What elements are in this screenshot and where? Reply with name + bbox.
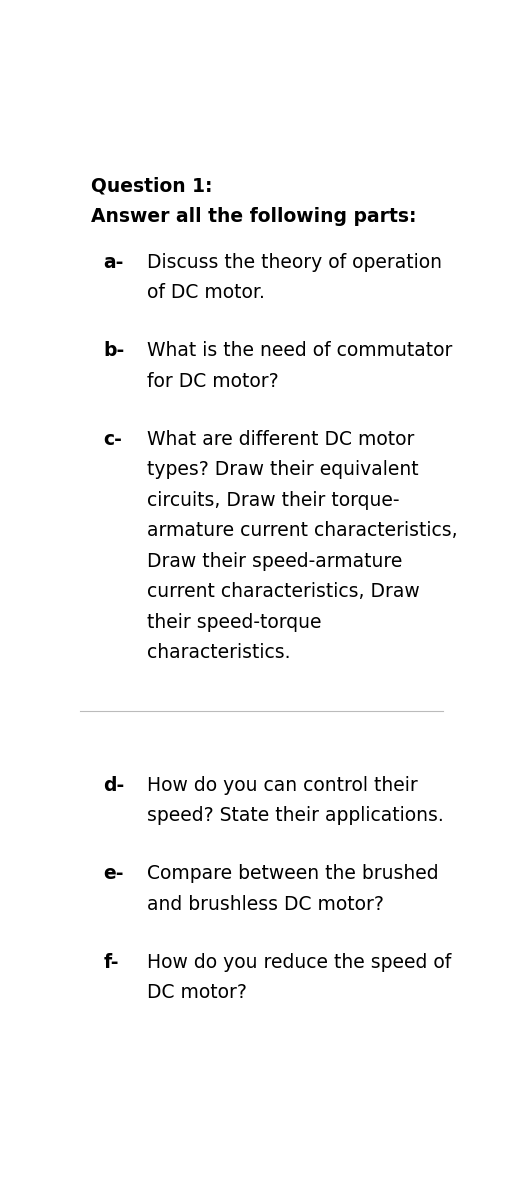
Text: types? Draw their equivalent: types? Draw their equivalent [147,461,417,480]
Text: e-: e- [103,864,124,883]
Text: a-: a- [103,252,123,271]
Text: What are different DC motor: What are different DC motor [147,430,413,449]
Text: for DC motor?: for DC motor? [147,372,278,391]
Text: What is the need of commutator: What is the need of commutator [147,341,451,360]
Text: DC motor?: DC motor? [147,984,246,1002]
Text: b-: b- [103,341,124,360]
Text: f-: f- [103,953,119,972]
Text: of DC motor.: of DC motor. [147,283,264,302]
Text: Question 1:: Question 1: [91,176,212,196]
Text: How do you can control their: How do you can control their [147,775,417,794]
Text: and brushless DC motor?: and brushless DC motor? [147,895,383,913]
Text: their speed-torque: their speed-torque [147,613,321,632]
Text: current characteristics, Draw: current characteristics, Draw [147,582,419,601]
Text: armature current characteristics,: armature current characteristics, [147,522,457,540]
Text: Compare between the brushed: Compare between the brushed [147,864,438,883]
Text: speed? State their applications.: speed? State their applications. [147,806,443,826]
Text: c-: c- [103,430,122,449]
Text: Answer all the following parts:: Answer all the following parts: [91,206,416,226]
Text: circuits, Draw their torque-: circuits, Draw their torque- [147,491,399,510]
Text: characteristics.: characteristics. [147,643,290,662]
Text: How do you reduce the speed of: How do you reduce the speed of [147,953,450,972]
Text: d-: d- [103,775,124,794]
Text: Draw their speed-armature: Draw their speed-armature [147,552,401,571]
Text: Discuss the theory of operation: Discuss the theory of operation [147,252,441,271]
